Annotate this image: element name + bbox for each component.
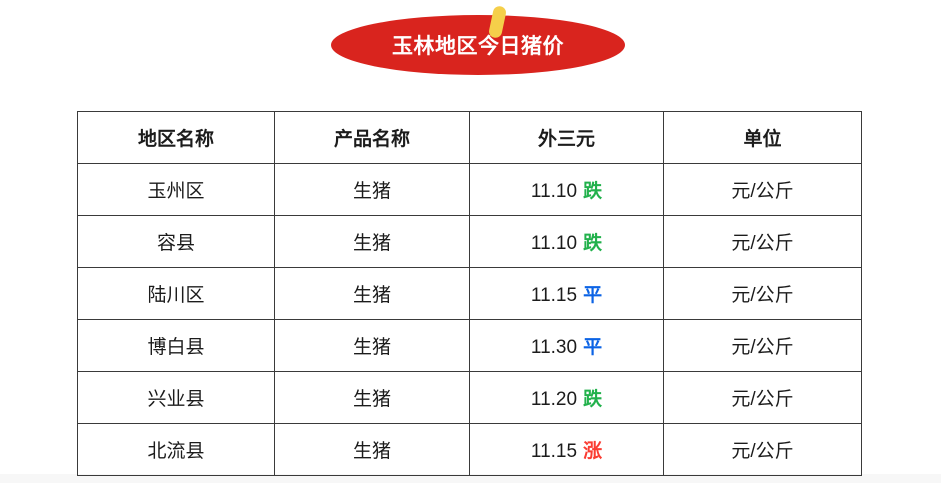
banner-ellipse-shape <box>331 15 625 75</box>
cell-unit: 元/公斤 <box>663 163 862 216</box>
cell-product: 生猪 <box>274 319 470 372</box>
title-banner: 玉林地区今日猪价 <box>331 4 625 75</box>
price-value: 11.20 <box>530 389 578 410</box>
cell-unit: 元/公斤 <box>663 215 862 268</box>
trend-badge: 跌 <box>583 181 603 202</box>
cell-region: 北流县 <box>77 423 275 476</box>
cell-price: 11.10 跌 <box>469 215 664 268</box>
column-header-product: 产品名称 <box>274 111 470 164</box>
cell-region: 博白县 <box>77 319 275 372</box>
cell-product: 生猪 <box>274 267 470 320</box>
column-header-price: 外三元 <box>469 111 664 164</box>
trend-badge: 跌 <box>583 389 603 410</box>
table-body: 玉州区 生猪 11.10 跌元/公斤 容县 生猪 11.10 跌元/公斤 陆川区 生猪 11.15 平… <box>77 163 862 476</box>
cell-unit: 元/公斤 <box>663 319 862 372</box>
trend-badge: 平 <box>583 285 603 306</box>
cell-product: 生猪 <box>274 215 470 268</box>
table-row: 陆川区 生猪 11.15 平元/公斤 <box>77 267 862 320</box>
price-value: 11.15 <box>530 285 578 306</box>
cell-price: 11.10 跌 <box>469 163 664 216</box>
cell-price: 11.15 平 <box>469 267 664 320</box>
cell-product: 生猪 <box>274 371 470 424</box>
table-row: 玉州区 生猪 11.10 跌元/公斤 <box>77 163 862 216</box>
table-row: 博白县 生猪 11.30 平元/公斤 <box>77 319 862 372</box>
cell-price: 11.20 跌 <box>469 371 664 424</box>
trend-badge: 平 <box>583 337 603 358</box>
cell-price: 11.15 涨 <box>469 423 664 476</box>
cell-price: 11.30 平 <box>469 319 664 372</box>
cell-unit: 元/公斤 <box>663 267 862 320</box>
trend-badge: 涨 <box>583 441 603 462</box>
column-header-unit: 单位 <box>663 111 862 164</box>
price-value: 11.30 <box>530 337 578 358</box>
column-header-region: 地区名称 <box>77 111 275 164</box>
table-head: 地区名称 产品名称 外三元 单位 <box>77 111 862 164</box>
price-value: 11.15 <box>530 441 578 462</box>
cell-region: 玉州区 <box>77 163 275 216</box>
cell-region: 兴业县 <box>77 371 275 424</box>
cell-product: 生猪 <box>274 423 470 476</box>
page-title: 玉林地区今日猪价 <box>392 35 564 58</box>
trend-badge: 跌 <box>583 233 603 254</box>
cell-unit: 元/公斤 <box>663 423 862 476</box>
table-row: 北流县 生猪 11.15 涨元/公斤 <box>77 423 862 476</box>
cell-region: 陆川区 <box>77 267 275 320</box>
cell-unit: 元/公斤 <box>663 371 862 424</box>
pig-price-table: 地区名称 产品名称 外三元 单位 玉州区 生猪 11.10 跌元/公斤 容县 生猪 11.1… <box>77 111 862 476</box>
price-value: 11.10 <box>530 181 578 202</box>
cell-product: 生猪 <box>274 163 470 216</box>
cell-region: 容县 <box>77 215 275 268</box>
table-header-row: 地区名称 产品名称 外三元 单位 <box>77 111 862 164</box>
table-row: 兴业县 生猪 11.20 跌元/公斤 <box>77 371 862 424</box>
table-row: 容县 生猪 11.10 跌元/公斤 <box>77 215 862 268</box>
price-value: 11.10 <box>530 233 578 254</box>
